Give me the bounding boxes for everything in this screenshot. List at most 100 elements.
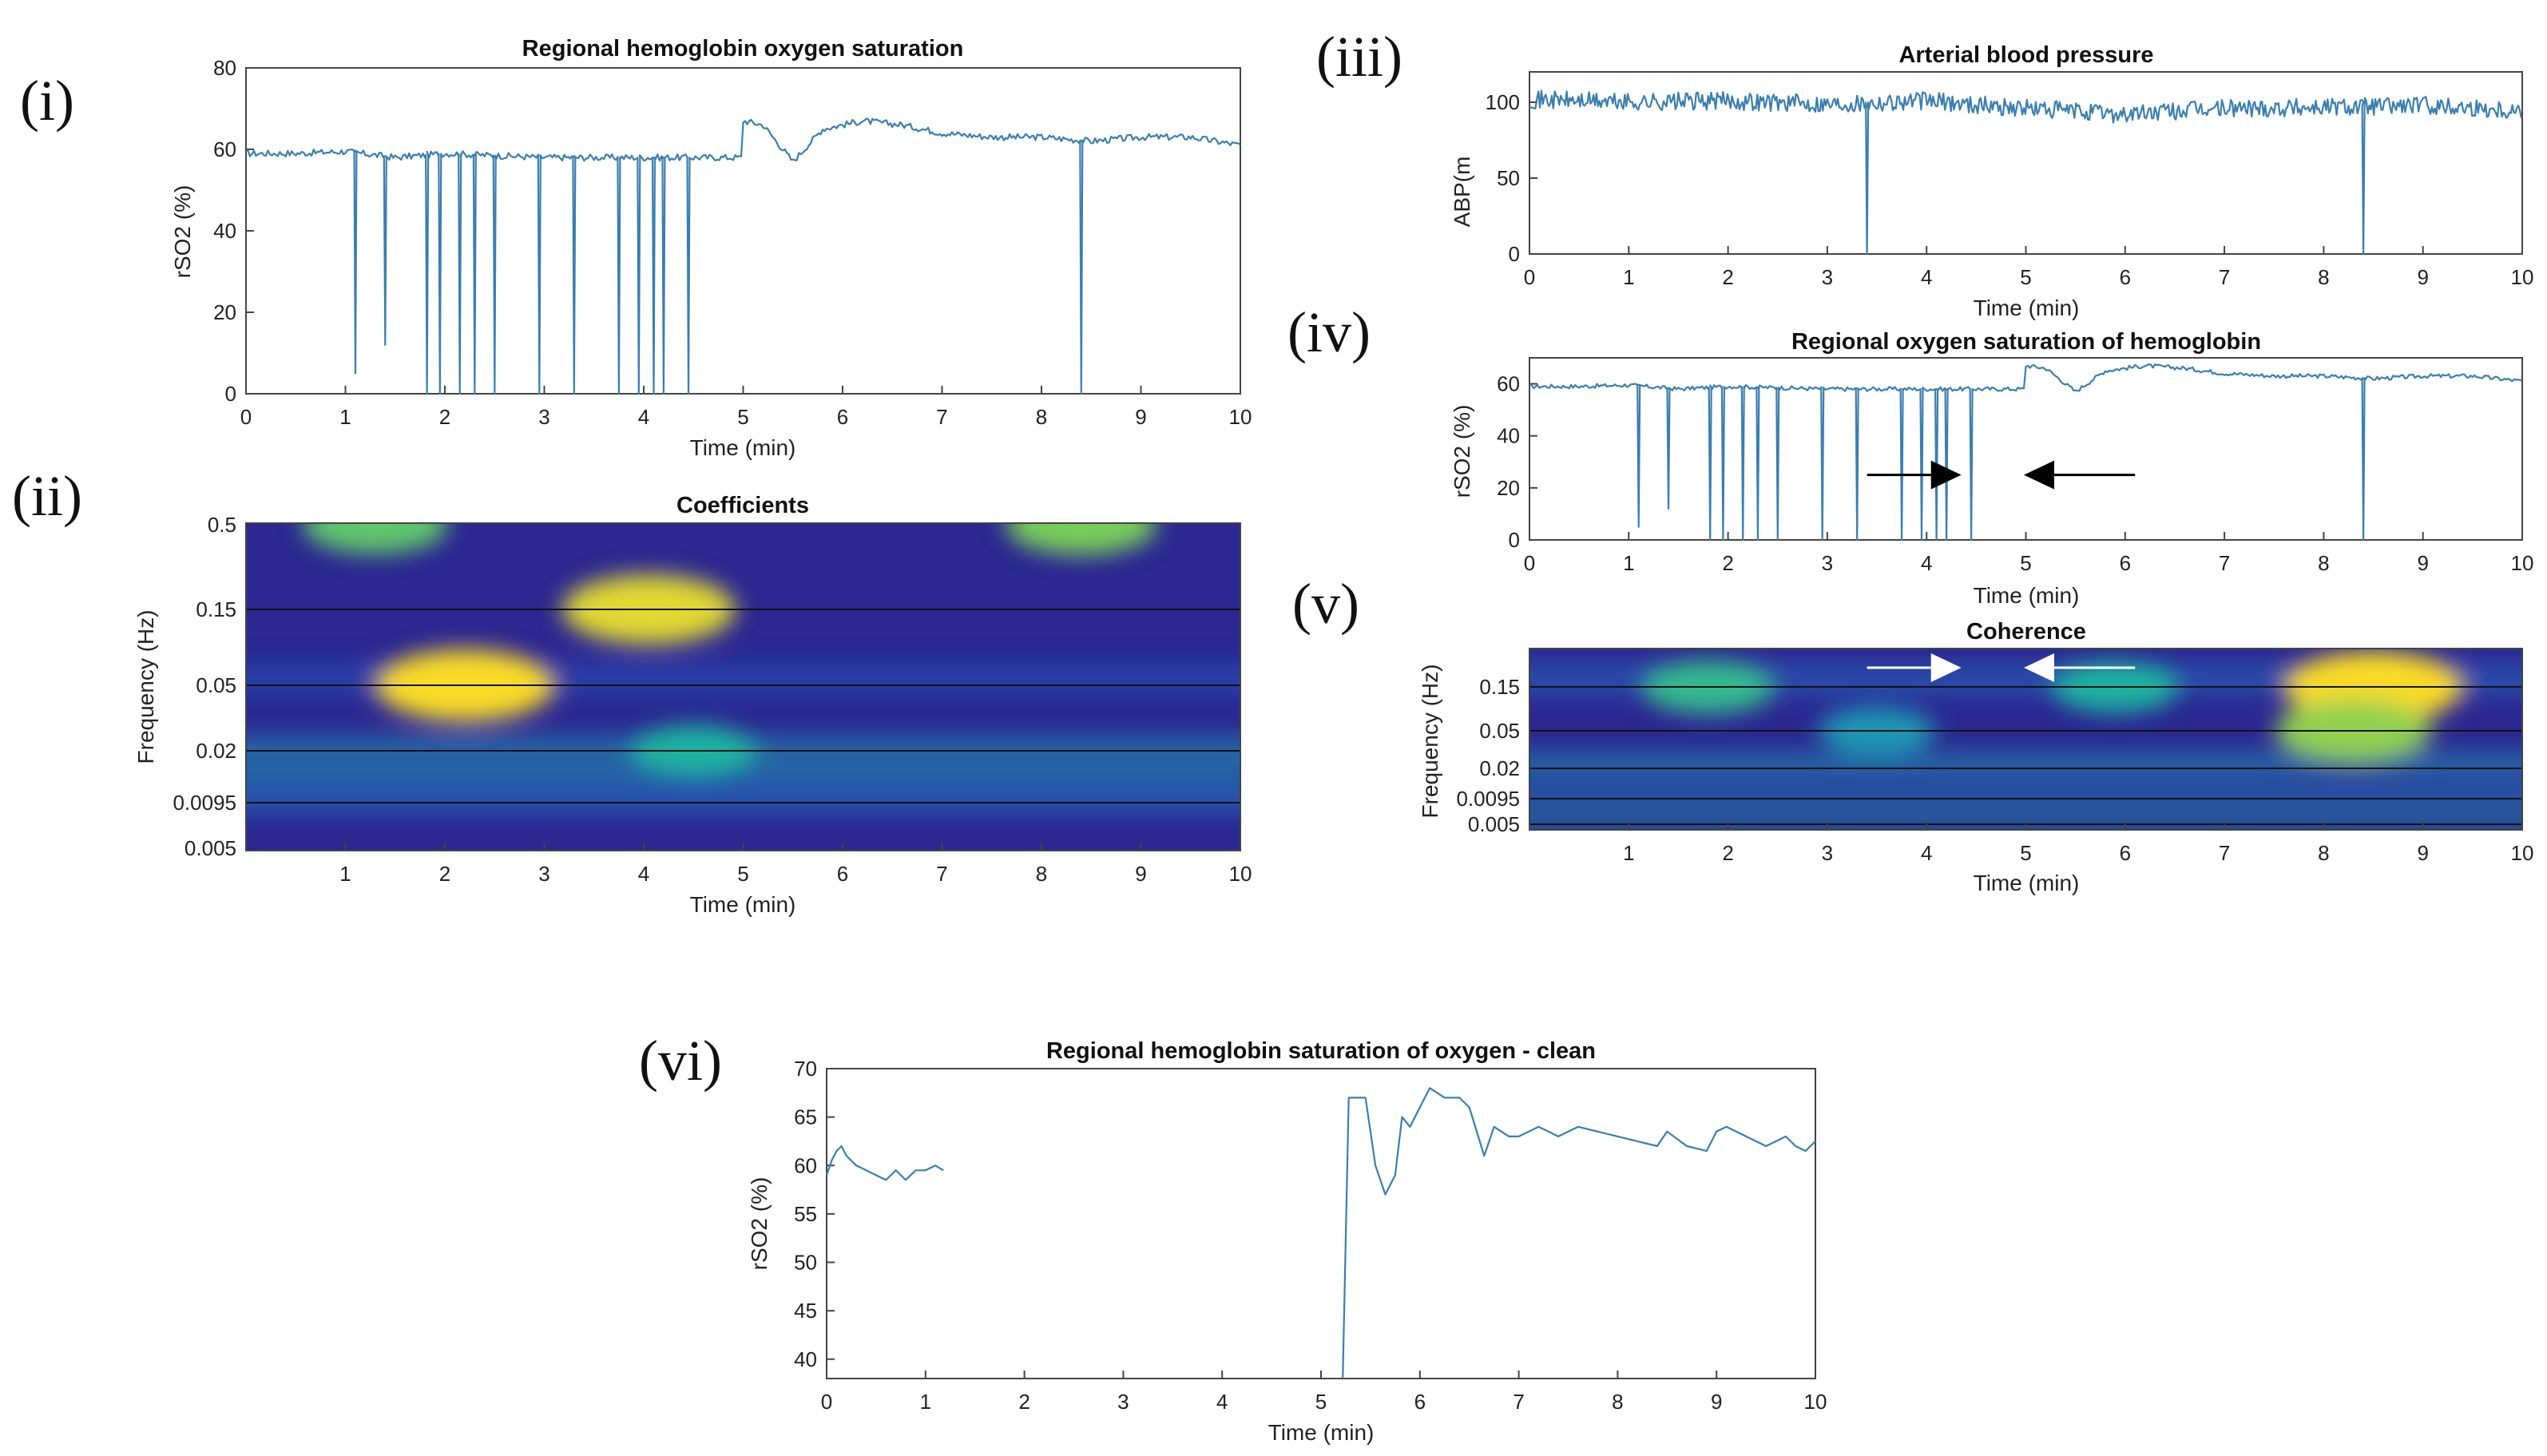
x-tick-label: 3 (538, 862, 549, 886)
x-tick-label: 3 (1822, 841, 1833, 865)
x-tick-label: 6 (837, 862, 848, 886)
heatmap-band (1529, 815, 2522, 830)
x-axis-label: Time (min) (1974, 583, 2080, 608)
series-line (1529, 89, 2522, 256)
x-tick-label: 8 (1612, 1390, 1623, 1414)
x-tick-label: 0 (1524, 265, 1535, 289)
y-tick-label: 70 (794, 1057, 817, 1081)
x-axis-label: Time (min) (1268, 1420, 1375, 1445)
x-tick-label: 7 (2219, 265, 2230, 289)
series-line (1529, 363, 2523, 542)
x-tick-label: 4 (1216, 1390, 1228, 1414)
x-tick-label: 0 (821, 1390, 832, 1414)
x-tick-label: 0 (1524, 551, 1535, 575)
x-tick-label: 9 (2417, 551, 2428, 575)
x-tick-label: 2 (1722, 841, 1733, 865)
y-axis-label: rSO2 (%) (170, 185, 195, 279)
x-tick-label: 3 (1822, 265, 1833, 289)
y-tick-label: 0.005 (1468, 812, 1520, 836)
x-tick-label: 4 (638, 405, 649, 429)
x-tick-label: 5 (2020, 265, 2031, 289)
x-tick-label: 9 (1135, 405, 1146, 429)
panel-label-iv: (iv) (1287, 300, 1371, 364)
y-tick-label: 0.0095 (173, 791, 236, 815)
x-tick-label: 1 (1623, 841, 1634, 865)
x-axis-label: Time (min) (690, 435, 796, 460)
x-tick-label: 5 (737, 862, 748, 886)
chart-title: Arterial blood pressure (1898, 42, 2153, 68)
x-tick-label: 1 (920, 1390, 931, 1414)
panel-label-i: (i) (20, 69, 74, 133)
plot-frame (1529, 357, 2523, 541)
x-tick-label: 6 (1414, 1390, 1426, 1414)
panel-label-vi: (vi) (639, 1029, 722, 1093)
x-tick-label: 7 (2219, 841, 2230, 865)
chart-arterial-blood-pressure: Arterial blood pressure Time (min) ABP(m… (1450, 42, 2533, 320)
x-tick-label: 5 (1315, 1390, 1327, 1414)
x-tick-label: 6 (2120, 265, 2131, 289)
y-tick-label: 0.15 (1479, 675, 1520, 699)
y-tick-label: 0.5 (208, 513, 236, 537)
y-tick-label: 40 (213, 219, 236, 243)
panel-label-iii: (iii) (1316, 25, 1402, 89)
y-tick-label: 50 (1497, 166, 1520, 190)
x-tick-label: 1 (1623, 551, 1634, 575)
y-tick-label: 65 (794, 1105, 817, 1129)
heatmap-hotspot (1006, 523, 1157, 555)
annotation-arrow-1-head (1930, 460, 1962, 490)
x-tick-label: 9 (1135, 862, 1146, 886)
heatmap-field (246, 523, 1240, 815)
x-tick-label: 8 (1036, 862, 1047, 886)
y-tick-label: 0 (1509, 528, 1520, 552)
x-tick-label: 5 (2020, 841, 2031, 865)
x-tick-label: 7 (1513, 1390, 1524, 1414)
x-tick-label: 4 (1921, 265, 1932, 289)
y-tick-label: 0.02 (196, 739, 236, 763)
y-tick-label: 0.05 (196, 673, 236, 697)
y-tick-label: 40 (794, 1347, 817, 1371)
x-tick-label: 10 (1229, 405, 1252, 429)
x-tick-label: 1 (339, 862, 351, 886)
x-tick-label: 10 (2511, 265, 2534, 289)
x-tick-label: 3 (1117, 1390, 1129, 1414)
chart-title: Regional hemoglobin saturation of oxygen… (1046, 1038, 1596, 1064)
y-tick-label: 60 (213, 137, 236, 161)
x-tick-label: 8 (2318, 265, 2329, 289)
chart-rso2-annotated: Regional oxygen saturation of hemoglobin… (1450, 329, 2533, 608)
chart-rso2-clean: Regional hemoglobin saturation of oxygen… (747, 1038, 1827, 1445)
y-tick-label: 0.15 (196, 597, 236, 621)
x-tick-label: 10 (1804, 1390, 1827, 1414)
x-tick-label: 7 (936, 405, 947, 429)
x-tick-label: 6 (837, 405, 848, 429)
heatmap-band (246, 783, 1240, 815)
y-tick-label: 0.005 (184, 836, 236, 860)
y-tick-label: 0.05 (1479, 719, 1520, 743)
chart-rso2-raw: Regional hemoglobin oxygen saturation Ti… (170, 36, 1252, 460)
y-tick-label: 20 (1497, 476, 1520, 500)
x-tick-label: 8 (1036, 405, 1047, 429)
y-tick-label: 55 (794, 1202, 817, 1226)
x-tick-label: 5 (2020, 551, 2031, 575)
x-tick-label: 9 (2417, 265, 2428, 289)
annotation-arrow-2-head (2024, 653, 2055, 682)
x-tick-label: 9 (2417, 841, 2428, 865)
y-tick-label: 0 (225, 382, 236, 406)
y-axis-label: rSO2 (%) (747, 1177, 772, 1271)
chart-title: Regional hemoglobin oxygen saturation (522, 36, 964, 61)
y-tick-label: 60 (794, 1153, 817, 1177)
x-tick-label: 10 (2511, 841, 2534, 865)
y-tick-label: 45 (794, 1299, 817, 1323)
x-axis-label: Time (min) (690, 892, 796, 917)
annotation-arrow-1-head (1930, 653, 1962, 682)
x-tick-label: 2 (1722, 551, 1733, 575)
chart-title: Coefficients (676, 493, 809, 518)
x-tick-label: 1 (339, 405, 351, 429)
y-tick-label: 0.0095 (1456, 787, 1520, 811)
y-tick-label: 0 (1509, 242, 1520, 266)
y-tick-label: 60 (1497, 372, 1520, 396)
plot-frame (826, 1068, 1816, 1379)
y-tick-label: 40 (1497, 424, 1520, 448)
y-tick-label: 20 (213, 300, 236, 324)
y-axis-label: Frequency (Hz) (1418, 665, 1442, 819)
y-tick-label: 100 (1486, 90, 1520, 114)
